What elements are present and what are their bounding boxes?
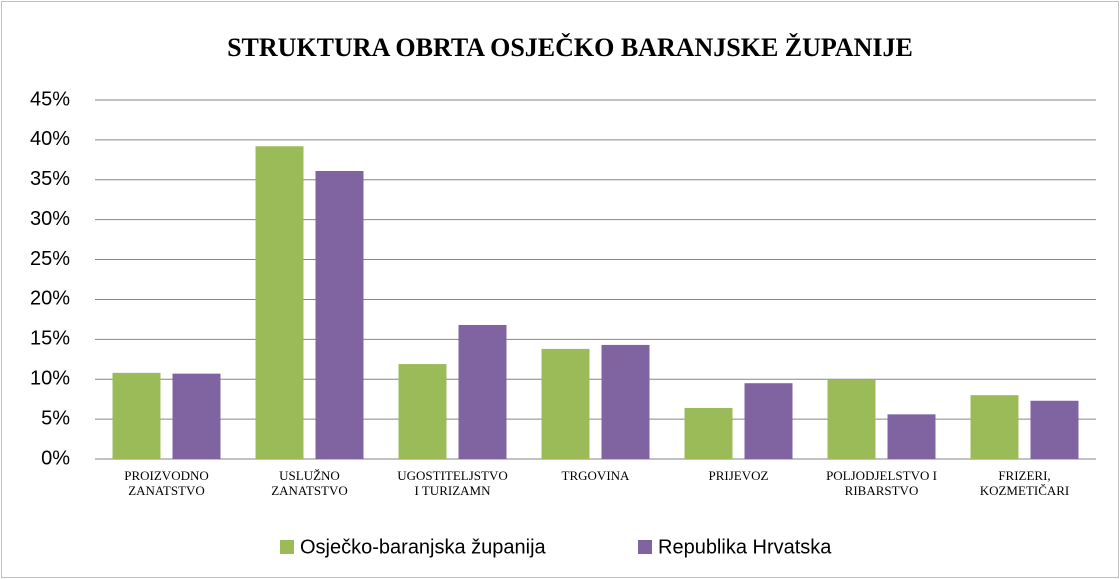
bar (1030, 400, 1079, 459)
legend-swatch (280, 540, 294, 554)
chart-title: STRUKTURA OBRTA OSJEČKO BARANJSKE ŽUPANI… (227, 33, 913, 62)
y-tick-label: 10% (30, 368, 70, 390)
bar (112, 372, 161, 459)
y-tick-label: 45% (30, 88, 70, 110)
bar (827, 379, 876, 459)
bar (684, 407, 733, 459)
y-tick-label: 0% (41, 447, 70, 469)
y-tick-label: 35% (30, 168, 70, 190)
y-tick-label: 40% (30, 128, 70, 150)
bar (970, 395, 1019, 459)
bar (601, 344, 650, 459)
x-tick-label: USLUŽNO ZANATSTVO (271, 468, 348, 498)
x-tick-label: TRGOVINA (562, 468, 630, 483)
x-tick-label: PRIJEVOZ (709, 468, 769, 483)
x-tick-label: UGOSTITELJSTVO I TURIZAMN (397, 468, 508, 498)
y-tick-label: 5% (41, 407, 70, 429)
y-tick-label: 30% (30, 208, 70, 230)
bar (887, 414, 936, 459)
bar (744, 383, 793, 459)
legend-swatch (638, 540, 652, 554)
bar (541, 348, 590, 459)
x-tick-label: POLJODJELSTVO I RIBARSTVO (826, 468, 937, 498)
bar (398, 364, 447, 459)
bar (315, 171, 364, 459)
legend-label: Osječko-baranjska županija (300, 536, 547, 558)
bar (255, 146, 304, 459)
legend-label: Republika Hrvatska (658, 536, 832, 558)
y-tick-label: 25% (30, 248, 70, 270)
x-tick-label: FRIZERI, KOZMETIČARI (980, 468, 1070, 498)
bar (458, 324, 507, 459)
y-tick-label: 15% (30, 328, 70, 350)
y-tick-label: 20% (30, 288, 70, 310)
x-tick-label: PROIZVODNO ZANATSTVO (124, 468, 209, 498)
bar (172, 373, 221, 459)
